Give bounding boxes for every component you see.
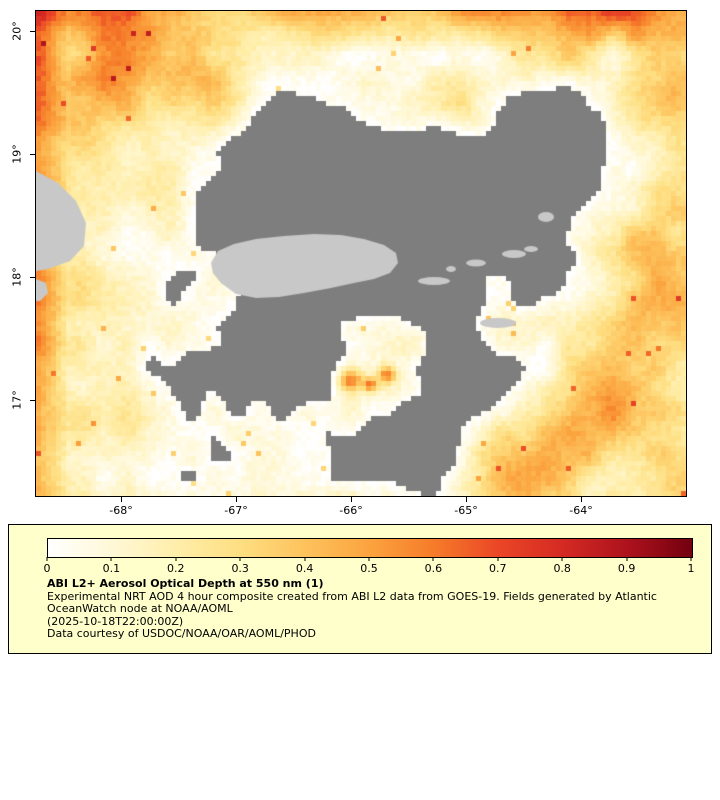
lon-label-65: -65° bbox=[454, 504, 478, 517]
lat-label-17: 17° bbox=[10, 390, 24, 410]
lat-label-20: 20° bbox=[10, 21, 24, 41]
legend-title: ABI L2+ Aerosol Optical Depth at 550 nm … bbox=[47, 577, 324, 590]
legend-description-line1: Experimental NRT AOD 4 hour composite cr… bbox=[47, 589, 657, 603]
lon-tick bbox=[121, 497, 122, 502]
lon-tick bbox=[466, 497, 467, 502]
legend-text: ABI L2+ Aerosol Optical Depth at 550 nm … bbox=[47, 577, 699, 641]
colorbar-tick bbox=[110, 557, 112, 561]
lon-label-66: -66° bbox=[339, 504, 363, 517]
lat-tick bbox=[30, 154, 35, 155]
colorbar-tick bbox=[497, 557, 499, 561]
colorbar-tick-label: 0.7 bbox=[489, 562, 507, 575]
aod-map-canvas bbox=[36, 11, 686, 496]
colorbar-tick bbox=[561, 557, 563, 561]
lon-label-68: -68° bbox=[109, 504, 133, 517]
lat-label-18: 18° bbox=[10, 267, 24, 287]
lat-tick bbox=[30, 400, 35, 401]
colorbar-tick-label: 0.4 bbox=[295, 562, 314, 575]
colorbar-tick-label: 0.3 bbox=[231, 562, 249, 575]
colorbar-tick-label: 0.2 bbox=[167, 562, 185, 575]
colorbar-tick-label: 0 bbox=[43, 562, 51, 575]
colorbar-tick-label: 0.9 bbox=[617, 562, 636, 575]
lon-tick bbox=[581, 497, 582, 502]
colorbar-tick-label: 0.5 bbox=[360, 562, 378, 575]
colorbar-gradient bbox=[47, 538, 693, 558]
colorbar-labels: 0 0.1 0.2 0.3 0.4 0.5 0.6 0.7 0.8 0.9 1 bbox=[43, 562, 695, 575]
colorbar-tick bbox=[432, 557, 434, 561]
colorbar-tick bbox=[304, 557, 306, 561]
lon-label-64: -64° bbox=[569, 504, 593, 517]
map-frame: 20° 19° 18° 17° -68° -67° -66° -65° -64° bbox=[11, 10, 687, 517]
colorbar-tick bbox=[626, 557, 628, 561]
colorbar-ticks bbox=[46, 557, 692, 561]
lat-label-19: 19° bbox=[10, 144, 24, 164]
colorbar-tick-label: 0.8 bbox=[553, 562, 571, 575]
colorbar-tick bbox=[239, 557, 241, 561]
colorbar-tick bbox=[368, 557, 370, 561]
legend-description-line2: OceanWatch node at NOAA/AOML bbox=[47, 602, 233, 615]
lat-tick bbox=[30, 31, 35, 32]
lon-tick bbox=[351, 497, 352, 502]
lon-tick bbox=[236, 497, 237, 502]
lon-label-67: -67° bbox=[224, 504, 248, 517]
colorbar-tick-label: 0.1 bbox=[102, 562, 121, 575]
colorbar-tick-label: 0.6 bbox=[424, 562, 443, 575]
legend-timestamp: (2025-10-18T22:00:00Z) bbox=[47, 614, 184, 628]
legend-panel: 0 0.1 0.2 0.3 0.4 0.5 0.6 0.7 0.8 0.9 1 ABI L2+ Ae… bbox=[8, 524, 712, 654]
colorbar-tick bbox=[690, 557, 692, 561]
colorbar-tick bbox=[175, 557, 177, 561]
legend-courtesy: Data courtesy of USDOC/NOAA/OAR/AOML/PHO… bbox=[47, 627, 316, 640]
colorbar-tick-label: 1 bbox=[687, 562, 695, 575]
colorbar-tick bbox=[46, 557, 48, 561]
lat-tick bbox=[30, 277, 35, 278]
